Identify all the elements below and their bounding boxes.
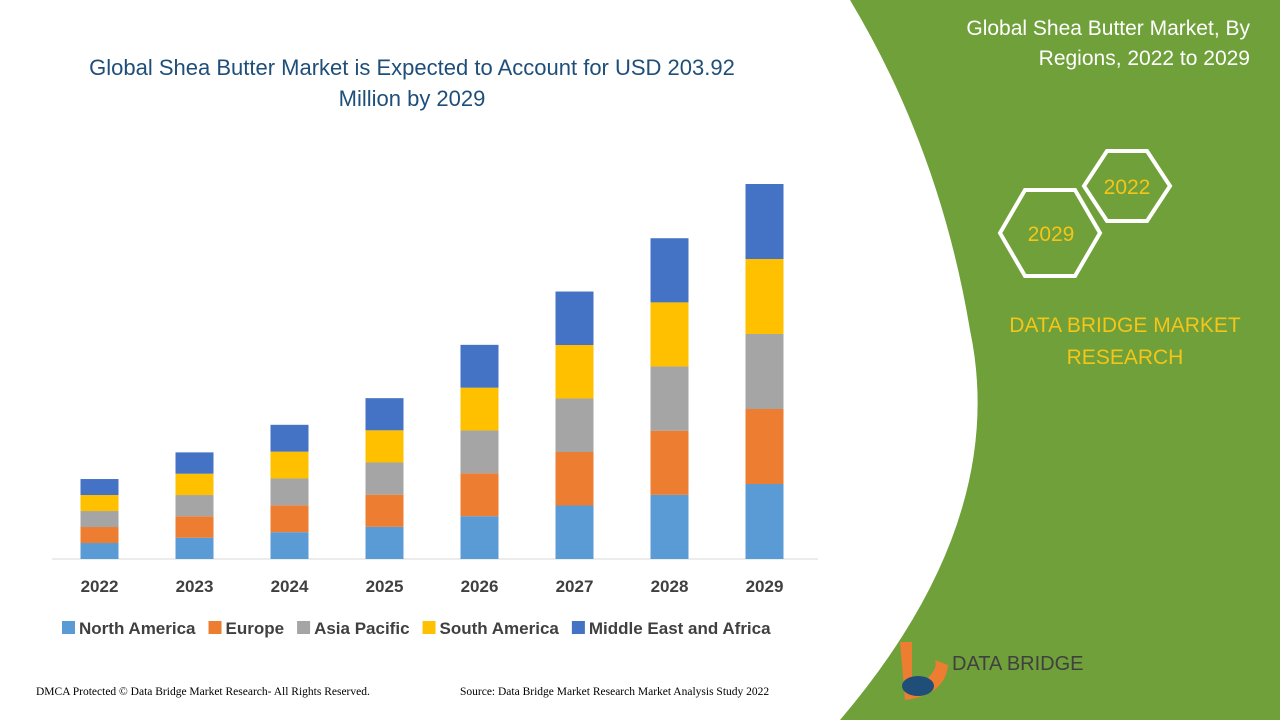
legend-label: North America bbox=[79, 619, 196, 638]
bar-segment bbox=[460, 387, 499, 431]
bar-segment bbox=[745, 484, 784, 559]
side-panel bbox=[840, 0, 1280, 720]
bar-segment bbox=[270, 424, 309, 452]
logo-mark bbox=[902, 676, 934, 696]
bar-segment bbox=[80, 527, 119, 544]
bar-segment bbox=[555, 291, 594, 346]
bar-segment bbox=[460, 516, 499, 559]
bar-segment bbox=[555, 345, 594, 399]
bar-segment bbox=[460, 473, 499, 517]
hexagon bbox=[1081, 149, 1173, 223]
bar-segment bbox=[745, 334, 784, 409]
legend-label: South America bbox=[440, 619, 560, 638]
footer-right: Source: Data Bridge Market Research Mark… bbox=[460, 686, 770, 698]
legend-swatch bbox=[62, 621, 75, 634]
bar-segment bbox=[270, 505, 309, 533]
bar-segment bbox=[555, 398, 594, 453]
legend-swatch bbox=[571, 621, 585, 634]
bar-segment bbox=[650, 494, 689, 559]
x-tick-label: 2026 bbox=[461, 577, 499, 596]
bar-segment bbox=[555, 452, 594, 506]
brand: DATA BRIDGE MARKET RESEARCH bbox=[1009, 314, 1241, 369]
bar-segment bbox=[460, 344, 499, 388]
chart-title: Global Shea Butter Market is Expected to… bbox=[89, 55, 735, 111]
bar-segment bbox=[745, 259, 784, 334]
bar-segment bbox=[365, 494, 404, 527]
panel-title: Global Shea Butter Market, By Regions, 2… bbox=[966, 17, 1250, 70]
hex-label: 2022 bbox=[1104, 176, 1151, 199]
x-tick-label: 2027 bbox=[556, 577, 594, 596]
bar-segment bbox=[745, 409, 784, 484]
bar-segment bbox=[80, 479, 119, 496]
logo-text: DATA BRIDGE bbox=[952, 653, 1084, 675]
bar-segment bbox=[650, 366, 689, 431]
legend-label: Europe bbox=[226, 619, 285, 638]
bar-segment bbox=[365, 462, 404, 495]
hexagon bbox=[997, 188, 1103, 278]
bar-segment bbox=[175, 516, 214, 538]
bar-segment bbox=[365, 398, 404, 431]
legend-swatch bbox=[297, 621, 311, 634]
legend-swatch bbox=[208, 621, 222, 634]
bar-segment bbox=[80, 543, 119, 559]
x-tick-label: 2022 bbox=[81, 577, 119, 596]
legend-label: Middle East and Africa bbox=[589, 619, 771, 638]
hex-label: 2029 bbox=[1028, 223, 1075, 246]
bar-segment bbox=[270, 478, 309, 506]
bar-segment bbox=[175, 452, 214, 474]
x-tick-label: 2028 bbox=[651, 577, 689, 596]
bar-segment bbox=[555, 505, 594, 559]
x-tick-label: 2025 bbox=[366, 577, 404, 596]
bar-segment bbox=[175, 473, 214, 496]
footer-left: DMCA Protected © Data Bridge Market Rese… bbox=[36, 686, 370, 698]
bar-segment bbox=[270, 451, 309, 479]
bar-segment bbox=[650, 430, 689, 495]
bar-segment bbox=[365, 430, 404, 463]
x-tick-label: 2023 bbox=[176, 577, 214, 596]
bar-segment bbox=[650, 302, 689, 367]
bar-segment bbox=[270, 532, 309, 559]
legend-label: Asia Pacific bbox=[314, 619, 409, 638]
bar-segment bbox=[745, 184, 784, 259]
bar-segment bbox=[80, 495, 119, 512]
legend-swatch bbox=[422, 621, 436, 634]
bar-segment bbox=[365, 526, 404, 559]
bar-segment bbox=[175, 537, 214, 559]
bar-segment bbox=[80, 511, 119, 528]
bar-segment bbox=[460, 430, 499, 474]
x-tick-label: 2029 bbox=[746, 577, 784, 596]
bar-segment bbox=[175, 495, 214, 517]
x-tick-label: 2024 bbox=[271, 577, 309, 596]
bar-segment bbox=[650, 238, 689, 303]
